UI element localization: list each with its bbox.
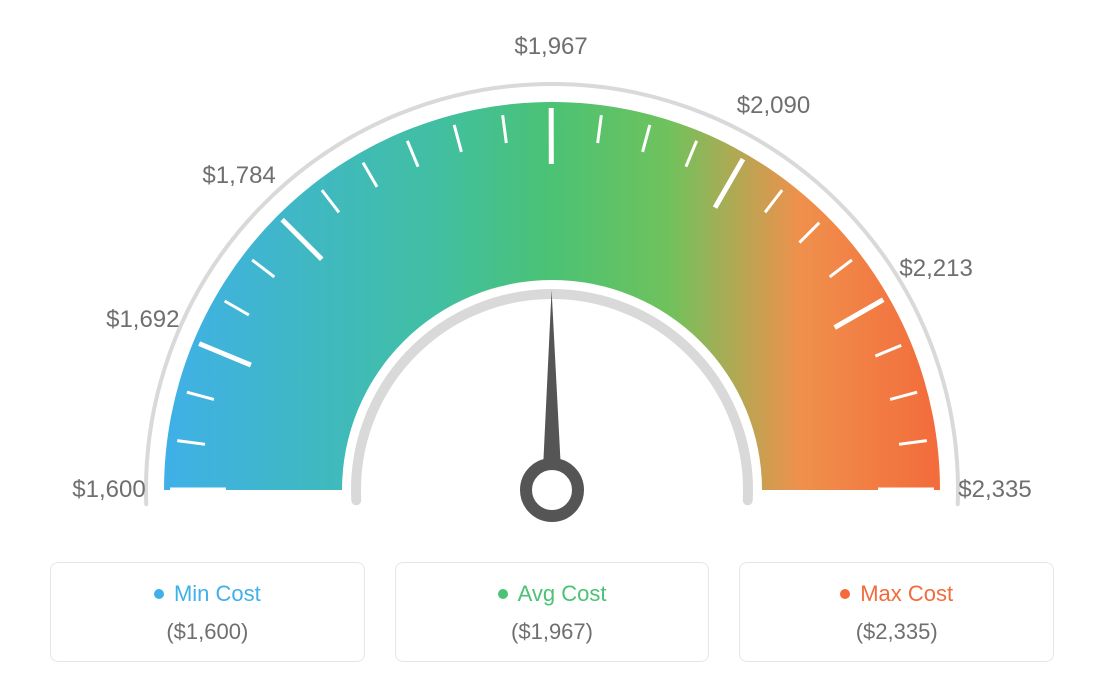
gauge-tick-label: $1,784: [202, 162, 275, 190]
gauge-tick-label: $2,335: [958, 476, 1031, 504]
cost-gauge-chart: $1,600 $1,692 $1,784 $1,967 $2,090 $2,213 $2,3…: [0, 0, 1104, 690]
legend-title-max: Max Cost: [840, 581, 953, 607]
legend-value-min: ($1,600): [61, 619, 354, 645]
legend-title-avg: Avg Cost: [498, 581, 607, 607]
legend-value-avg: ($1,967): [406, 619, 699, 645]
legend-card-max: Max Cost ($2,335): [739, 562, 1054, 662]
legend-card-avg: Avg Cost ($1,967): [395, 562, 710, 662]
gauge-tick-label: $1,967: [514, 33, 587, 61]
legend-value-max: ($2,335): [750, 619, 1043, 645]
gauge-tick-label: $2,090: [737, 92, 810, 120]
dot-icon: [498, 589, 508, 599]
gauge-tick-label: $2,213: [899, 255, 972, 283]
legend-row: Min Cost ($1,600) Avg Cost ($1,967) Max …: [50, 562, 1054, 662]
dot-icon: [840, 589, 850, 599]
legend-card-min: Min Cost ($1,600): [50, 562, 365, 662]
legend-title-label: Avg Cost: [518, 581, 607, 607]
legend-title-min: Min Cost: [154, 581, 261, 607]
dot-icon: [154, 589, 164, 599]
legend-title-label: Max Cost: [860, 581, 953, 607]
gauge-tick-label: $1,692: [106, 306, 179, 334]
gauge-tick-label: $1,600: [72, 476, 145, 504]
gauge-area: $1,600 $1,692 $1,784 $1,967 $2,090 $2,213 $2,3…: [0, 0, 1104, 540]
legend-title-label: Min Cost: [174, 581, 261, 607]
